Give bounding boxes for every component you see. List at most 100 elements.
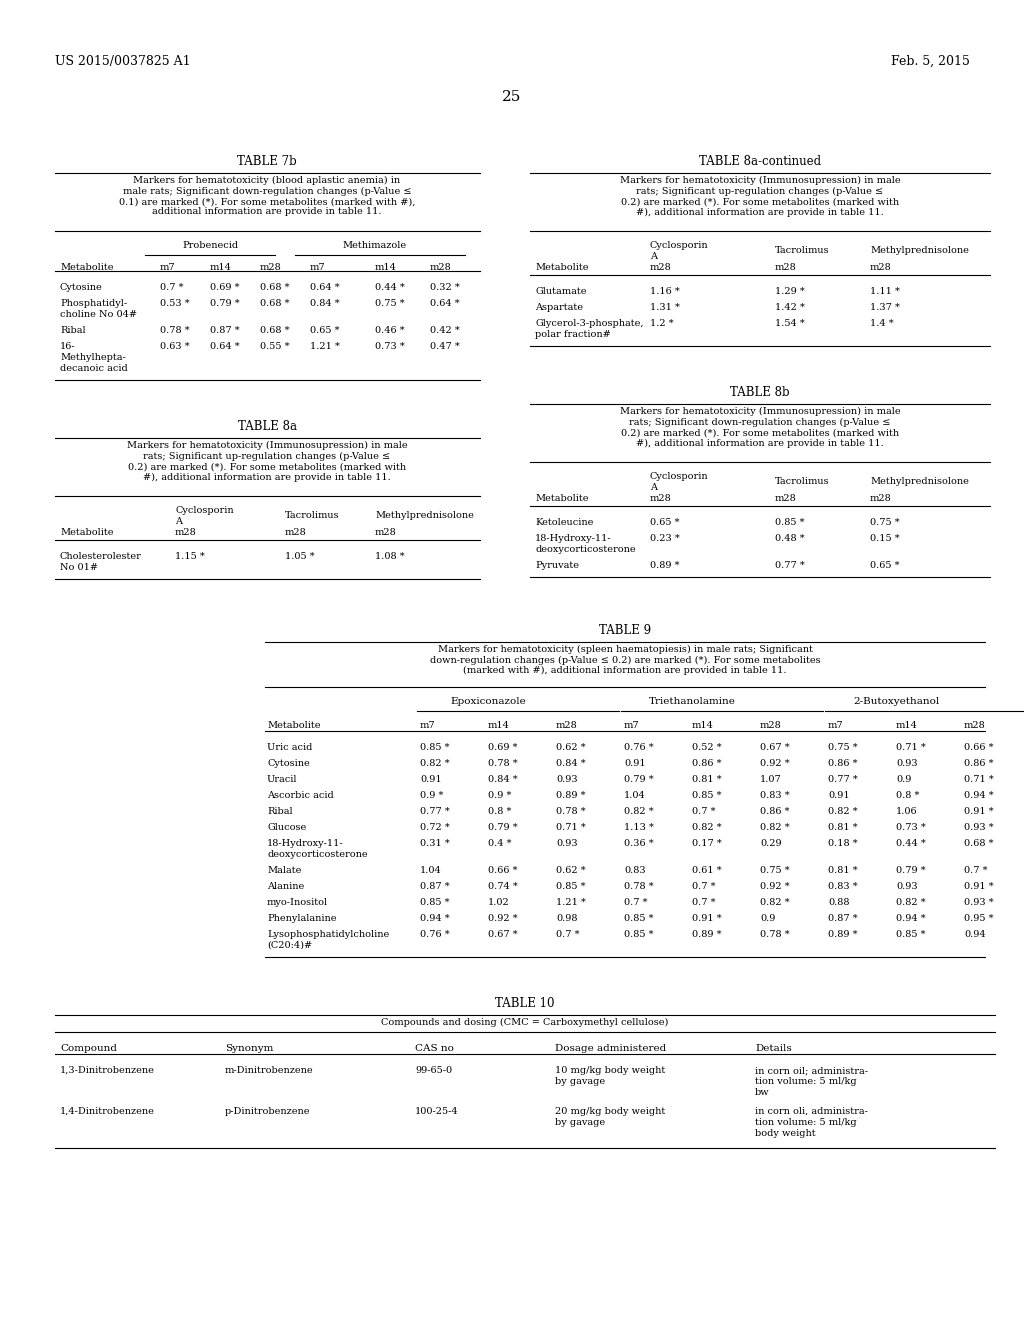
Text: 0.84 *: 0.84 * [556, 759, 586, 768]
Text: 0.66 *: 0.66 * [488, 866, 517, 875]
Text: A: A [175, 517, 182, 525]
Text: m14: m14 [210, 263, 231, 272]
Text: 0.91: 0.91 [624, 759, 645, 768]
Text: 0.75 *: 0.75 * [375, 300, 404, 308]
Text: 0.78 *: 0.78 * [160, 326, 189, 335]
Text: 0.93: 0.93 [896, 759, 918, 768]
Text: Uric acid: Uric acid [267, 743, 312, 752]
Text: 0.7 *: 0.7 * [556, 931, 580, 939]
Text: 0.89 *: 0.89 * [556, 791, 586, 800]
Text: 99-65-0: 99-65-0 [415, 1067, 453, 1074]
Text: 1.05 *: 1.05 * [285, 552, 314, 561]
Text: 1.21 *: 1.21 * [556, 898, 586, 907]
Text: m28: m28 [775, 263, 797, 272]
Text: 0.78 *: 0.78 * [624, 882, 653, 891]
Text: m28: m28 [260, 263, 282, 272]
Text: 0.71 *: 0.71 * [896, 743, 926, 752]
Text: Pyruvate: Pyruvate [535, 561, 579, 570]
Text: 0.86 *: 0.86 * [692, 759, 722, 768]
Text: 0.93: 0.93 [556, 775, 578, 784]
Text: 18-Hydroxy-11-: 18-Hydroxy-11- [535, 535, 611, 543]
Text: m28: m28 [964, 721, 986, 730]
Text: 0.77 *: 0.77 * [828, 775, 858, 784]
Text: m28: m28 [430, 263, 452, 272]
Text: 0.7 *: 0.7 * [692, 882, 716, 891]
Text: m28: m28 [870, 263, 892, 272]
Text: 0.55 *: 0.55 * [260, 342, 290, 351]
Text: 1.02: 1.02 [488, 898, 510, 907]
Text: 1.37 *: 1.37 * [870, 304, 900, 312]
Text: 0.15 *: 0.15 * [870, 535, 900, 543]
Text: body weight: body weight [755, 1129, 816, 1138]
Text: TABLE 8a-continued: TABLE 8a-continued [699, 154, 821, 168]
Text: 0.82 *: 0.82 * [760, 822, 790, 832]
Text: 1.4 *: 1.4 * [870, 319, 894, 327]
Text: 0.8 *: 0.8 * [896, 791, 920, 800]
Text: 0.7 *: 0.7 * [692, 807, 716, 816]
Text: 0.89 *: 0.89 * [828, 931, 857, 939]
Text: Cyclosporin: Cyclosporin [650, 242, 709, 249]
Text: Methimazole: Methimazole [343, 242, 408, 249]
Text: 0.17 *: 0.17 * [692, 840, 722, 847]
Text: 1.54 *: 1.54 * [775, 319, 805, 327]
Text: 0.79 *: 0.79 * [896, 866, 926, 875]
Text: m28: m28 [556, 721, 578, 730]
Text: 0.85 *: 0.85 * [624, 913, 653, 923]
Text: 0.86 *: 0.86 * [828, 759, 857, 768]
Text: 0.73 *: 0.73 * [375, 342, 404, 351]
Text: 1.21 *: 1.21 * [310, 342, 340, 351]
Text: 1.04: 1.04 [624, 791, 646, 800]
Text: 0.79 *: 0.79 * [624, 775, 653, 784]
Text: 0.9 *: 0.9 * [420, 791, 443, 800]
Text: by gavage: by gavage [555, 1077, 605, 1086]
Text: 1.15 *: 1.15 * [175, 552, 205, 561]
Text: 0.74 *: 0.74 * [488, 882, 518, 891]
Text: 0.23 *: 0.23 * [650, 535, 680, 543]
Text: Glycerol-3-phosphate,: Glycerol-3-phosphate, [535, 319, 643, 327]
Text: 1.13 *: 1.13 * [624, 822, 654, 832]
Text: 18-Hydroxy-11-: 18-Hydroxy-11- [267, 840, 344, 847]
Text: 10 mg/kg body weight: 10 mg/kg body weight [555, 1067, 666, 1074]
Text: 0.61 *: 0.61 * [692, 866, 722, 875]
Text: m28: m28 [775, 494, 797, 503]
Text: 0.82 *: 0.82 * [624, 807, 653, 816]
Text: in corn oli, administra-: in corn oli, administra- [755, 1107, 868, 1115]
Text: 0.94: 0.94 [964, 931, 986, 939]
Text: deoxycorticosterone: deoxycorticosterone [267, 850, 368, 859]
Text: 25: 25 [503, 90, 521, 104]
Text: 1,4-Dinitrobenzene: 1,4-Dinitrobenzene [60, 1107, 155, 1115]
Text: 1.04: 1.04 [420, 866, 441, 875]
Text: 0.91 *: 0.91 * [692, 913, 722, 923]
Text: 0.63 *: 0.63 * [160, 342, 189, 351]
Text: Markers for hematotoxicity (Immunosupression) in male
rats; Significant down-reg: Markers for hematotoxicity (Immunosupres… [620, 407, 900, 447]
Text: 1.08 *: 1.08 * [375, 552, 404, 561]
Text: 1.29 *: 1.29 * [775, 286, 805, 296]
Text: 0.73 *: 0.73 * [896, 822, 926, 832]
Text: 0.84 *: 0.84 * [488, 775, 517, 784]
Text: 0.71 *: 0.71 * [556, 822, 586, 832]
Text: 0.64 *: 0.64 * [210, 342, 240, 351]
Text: Metabolite: Metabolite [535, 494, 589, 503]
Text: Cyclosporin: Cyclosporin [175, 506, 233, 515]
Text: TABLE 9: TABLE 9 [599, 624, 651, 638]
Text: 16-: 16- [60, 342, 76, 351]
Text: 0.67 *: 0.67 * [488, 931, 517, 939]
Text: deoxycorticosterone: deoxycorticosterone [535, 545, 636, 554]
Text: 0.82 *: 0.82 * [896, 898, 926, 907]
Text: Methylprednisolone: Methylprednisolone [870, 477, 969, 486]
Text: 0.84 *: 0.84 * [310, 300, 340, 308]
Text: Tacrolimus: Tacrolimus [285, 511, 340, 520]
Text: 0.78 *: 0.78 * [556, 807, 586, 816]
Text: Tacrolimus: Tacrolimus [775, 477, 829, 486]
Text: Methylprednisolone: Methylprednisolone [375, 511, 474, 520]
Text: 0.87 *: 0.87 * [828, 913, 858, 923]
Text: Feb. 5, 2015: Feb. 5, 2015 [891, 55, 970, 69]
Text: Lysophosphatidylcholine: Lysophosphatidylcholine [267, 931, 389, 939]
Text: choline No 04#: choline No 04# [60, 310, 137, 319]
Text: m14: m14 [488, 721, 510, 730]
Text: 0.68 *: 0.68 * [964, 840, 993, 847]
Text: m7: m7 [624, 721, 640, 730]
Text: 2-Butoxyethanol: 2-Butoxyethanol [853, 697, 939, 706]
Text: A: A [650, 252, 657, 261]
Text: Methylhepta-: Methylhepta- [60, 352, 126, 362]
